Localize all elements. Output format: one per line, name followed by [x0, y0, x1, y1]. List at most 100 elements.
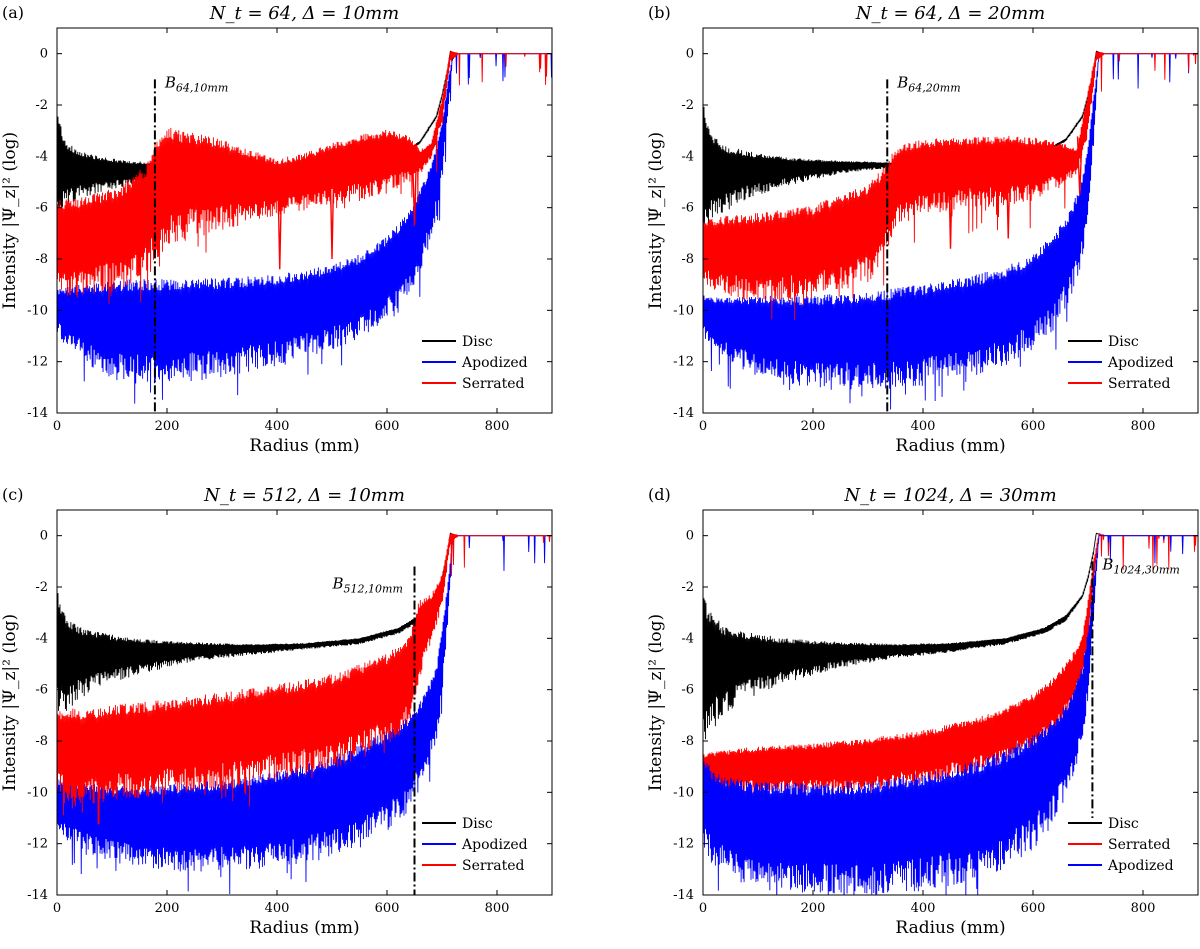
y-tick-label: -6	[681, 683, 694, 698]
y-tick-label: -6	[35, 201, 48, 216]
plot-area	[57, 532, 552, 894]
series-serrated-line	[57, 50, 552, 304]
panel-b: B64,20mm 0 200 400 600 800 0 -2 -4 -6 -8 -10 -12 -14 N…	[646, 3, 1199, 456]
panel-title: N_t = 1024, Δ = 30mm	[843, 485, 1056, 506]
x-tick-label: 600	[1021, 419, 1046, 434]
x-tick-label: 0	[53, 419, 61, 434]
panel-d: B1024,30mm 0 200 400 600 800 0 -2 -4 -6 -8 -10 -12 -1…	[646, 485, 1199, 938]
legend-entry-disc: Disc	[462, 816, 493, 832]
axes-frame	[56, 27, 553, 414]
y-tick-label: -6	[35, 683, 48, 698]
y-tick-label: -10	[673, 785, 694, 800]
boundary-label: B64,20mm	[896, 73, 960, 94]
boundary-label: B1024,30mm	[1101, 555, 1179, 576]
y-tick-label: -14	[673, 406, 694, 421]
x-tick-label: 600	[375, 419, 400, 434]
y-tick-label: 0	[686, 47, 694, 62]
panel-label: (a)	[2, 3, 24, 22]
y-tick-label: -10	[27, 303, 48, 318]
y-tick-label: -2	[35, 98, 48, 113]
y-tick-label: -14	[27, 888, 48, 903]
panel-label: (d)	[648, 485, 671, 504]
y-tick-label: 0	[40, 47, 48, 62]
x-tick-label: 200	[155, 419, 180, 434]
panel-title: N_t = 512, Δ = 10mm	[203, 485, 405, 506]
y-tick-label: -12	[27, 355, 48, 370]
x-axis-label: Radius (mm)	[895, 918, 1005, 938]
x-tick-label: 800	[485, 419, 510, 434]
y-tick-label: 0	[40, 529, 48, 544]
y-tick-label: -12	[673, 355, 694, 370]
y-tick-label: -10	[673, 303, 694, 318]
legend-entry-apodized: Apodized	[1107, 355, 1174, 371]
panel-label: (b)	[648, 3, 671, 22]
legend-entry-disc: Disc	[1108, 816, 1139, 832]
x-axis-label: Radius (mm)	[249, 918, 359, 938]
axes-frame	[702, 27, 1199, 414]
x-tick-label: 400	[265, 419, 290, 434]
y-tick-label: -4	[681, 149, 694, 164]
y-tick-label: -6	[681, 201, 694, 216]
serrated-dip-3	[1076, 136, 1083, 195]
series-serrated-line	[57, 533, 552, 825]
x-tick-label: 0	[699, 419, 707, 434]
legend-entry-apodized: Apodized	[461, 355, 528, 371]
plot-area	[703, 50, 1198, 410]
legend-entry-disc: Disc	[1108, 334, 1139, 350]
x-tick-label: 600	[375, 901, 400, 916]
legend-entry-apodized: Apodized	[461, 837, 528, 853]
y-tick-label: -2	[681, 580, 694, 595]
serrated-dip-2	[329, 146, 335, 260]
y-tick-label: -12	[673, 837, 694, 852]
serrated-dip-2	[1005, 139, 1012, 239]
y-tick-label: -8	[681, 734, 694, 749]
legend-entry-serrated: Serrated	[462, 376, 525, 392]
series-apodized-line	[703, 535, 1198, 895]
y-tick-label: -4	[35, 149, 48, 164]
x-tick-label: 600	[1021, 901, 1046, 916]
y-tick-label: -4	[681, 631, 694, 646]
x-tick-label: 200	[801, 901, 826, 916]
boundary-label: B512,10mm	[332, 574, 403, 595]
y-tick-label: -10	[27, 785, 48, 800]
series-serrated-line	[703, 51, 1198, 320]
y-tick-label: -2	[35, 580, 48, 595]
x-tick-label: 800	[485, 901, 510, 916]
plot-area	[703, 532, 1198, 895]
y-tick-label: -14	[673, 888, 694, 903]
plot-area	[57, 50, 552, 404]
x-tick-label: 400	[265, 901, 290, 916]
series-apodized-line	[57, 53, 552, 404]
panel-label: (c)	[2, 485, 23, 504]
y-tick-label: -14	[27, 406, 48, 421]
x-tick-label: 0	[53, 901, 61, 916]
y-tick-label: -8	[35, 252, 48, 267]
y-axis-label: Intensity |Ψ_z|² (log)	[0, 132, 20, 309]
y-tick-label: -8	[35, 734, 48, 749]
panel-c: B512,10mm 0 200 400 600 800 0 -2 -4 -6 -8 -10 -12 -14…	[0, 485, 553, 938]
y-tick-label: -4	[35, 631, 48, 646]
legend-entry-disc: Disc	[462, 334, 493, 350]
panel-title: N_t = 64, Δ = 20mm	[855, 3, 1045, 24]
x-tick-label: 400	[911, 419, 936, 434]
axes-frame	[702, 509, 1199, 896]
x-tick-label: 200	[801, 419, 826, 434]
serrated-dip-1	[947, 140, 954, 249]
series-apodized-line	[57, 535, 552, 894]
series-disc-line	[57, 532, 552, 711]
y-axis-label: Intensity |Ψ_z|² (log)	[646, 614, 666, 791]
x-tick-label: 200	[155, 901, 180, 916]
x-tick-label: 400	[911, 901, 936, 916]
boundary-label: B64,10mm	[164, 73, 228, 94]
panel-a: B64,10mm 0 200 400 600 800 0 -2 -4 -6 -8 -10 -12 -14 N…	[0, 3, 553, 456]
y-tick-label: -12	[27, 837, 48, 852]
y-tick-label: 0	[686, 529, 694, 544]
x-axis-label: Radius (mm)	[895, 436, 1005, 456]
serrated-dip-1	[276, 160, 283, 270]
legend-entry-apodized: Apodized	[1107, 858, 1174, 874]
x-tick-label: 0	[699, 901, 707, 916]
legend-entry-serrated: Serrated	[1108, 376, 1171, 392]
serrated-dip-3	[411, 144, 418, 226]
axes-frame	[56, 509, 553, 896]
